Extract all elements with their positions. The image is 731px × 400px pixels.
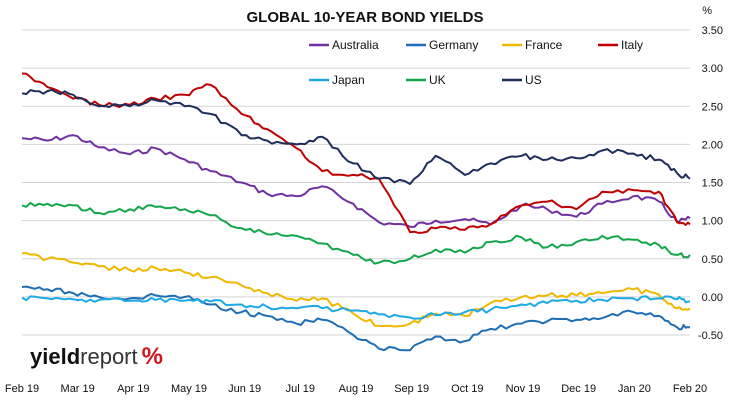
x-tick-label: Nov 19 (506, 383, 541, 395)
legend-label-germany: Germany (429, 38, 478, 52)
y-tick-label: 1.00 (702, 216, 723, 228)
series-line-japan (21, 295, 691, 320)
x-tick-label: Feb 19 (5, 383, 39, 395)
legend-label-uk: UK (429, 73, 446, 87)
y-tick-labels: 3.50 3.00 2.50 2.00 1.50 1.00 0.50 0.00 -0.50 (698, 25, 723, 342)
x-tick-labels: Feb 19 Mar 19 Apr 19 May 19 Jun 19 Jul 19 Aug … (5, 383, 707, 395)
x-tick-label: Feb 20 (673, 383, 707, 395)
x-tick-label: Sep 19 (394, 383, 429, 395)
series-line-germany (21, 285, 691, 352)
legend-label-japan: Japan (332, 73, 365, 87)
y-tick-label: 3.50 (702, 25, 723, 37)
legend-label-italy: Italy (621, 38, 643, 52)
x-tick-label: May 19 (171, 383, 207, 395)
series-lines (21, 72, 691, 352)
grid-lines (22, 29, 690, 336)
x-tick-label: Mar 19 (61, 383, 95, 395)
x-tick-label: Jul 19 (286, 383, 315, 395)
x-tick-label: Oct 19 (451, 383, 483, 395)
y-axis-unit: % (702, 5, 712, 17)
series-line-us (21, 88, 691, 185)
logo-word-report: report (80, 344, 137, 369)
legend-label-france: France (525, 38, 563, 52)
logo-percent-symbol: % (142, 343, 163, 370)
y-tick-label: 3.00 (702, 63, 723, 75)
y-tick-label: 0.50 (702, 254, 723, 266)
chart-title: GLOBAL 10-YEAR BOND YIELDS (247, 9, 484, 26)
x-tick-label: Aug 19 (339, 383, 374, 395)
y-tick-label: 0.00 (702, 292, 723, 304)
series-line-australia (21, 134, 691, 228)
y-tick-label: 2.00 (702, 139, 723, 151)
legend-label-us: US (525, 73, 542, 87)
series-line-uk (21, 201, 691, 265)
x-tick-label: Jun 19 (228, 383, 261, 395)
series-line-france (21, 252, 691, 328)
x-tick-label: Jan 20 (618, 383, 651, 395)
svg-text:yieldreport%: yieldreport% (30, 343, 163, 370)
y-tick-label: 2.50 (702, 101, 723, 113)
x-tick-label: Dec 19 (561, 383, 596, 395)
logo-word-yield: yield (30, 344, 80, 369)
yieldreport-logo: yieldreport% (30, 343, 163, 370)
y-tick-label: -0.50 (698, 330, 723, 342)
x-tick-label: Apr 19 (117, 383, 149, 395)
series-line-italy (21, 72, 691, 234)
legend: Australia Germany France Italy Japan UK US (309, 38, 643, 87)
legend-label-australia: Australia (332, 38, 379, 52)
y-tick-label: 1.50 (702, 178, 723, 190)
